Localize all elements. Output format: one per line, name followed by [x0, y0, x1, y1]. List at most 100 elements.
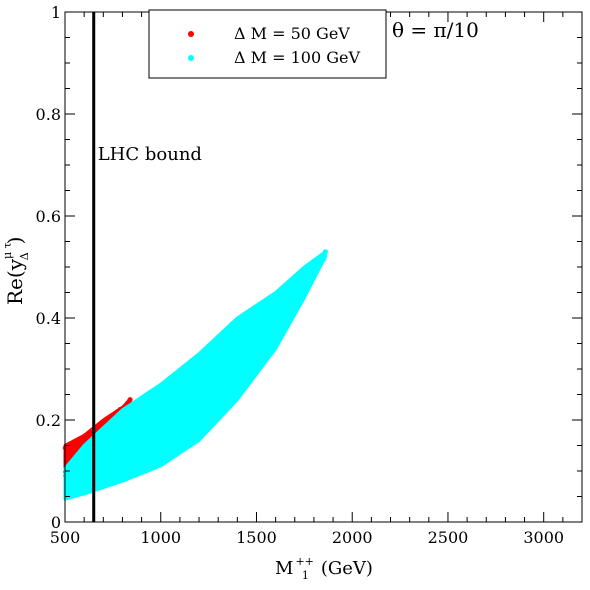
x-axis-label-unit: (GeV): [321, 558, 373, 579]
ticks-layer: 500 1000 1500 2000 2500 3000 0 0.2 0.4 0.6 0.8 1: [36, 3, 583, 547]
series-point-1-64: [182, 422, 187, 427]
series-point-1-36: [77, 491, 82, 496]
series-point-1-72: [287, 313, 293, 319]
series-point-1-7: [149, 410, 154, 416]
series-point-1-95: [290, 289, 295, 295]
series-point-1-71: [248, 356, 253, 361]
y-tick-label-1: 0.2: [36, 411, 61, 430]
x-tick-label-3: 2000: [332, 528, 373, 547]
series-point-1-122: [254, 336, 259, 341]
series-point-1-17: [298, 299, 304, 305]
series-point-0-157: [82, 434, 88, 440]
series-point-1-24: [252, 310, 257, 316]
series-point-1-103: [134, 450, 139, 456]
series-point-1-84: [197, 404, 202, 409]
series-point-1-126: [283, 297, 288, 302]
y-tick-label-2: 0.4: [36, 309, 61, 328]
x-tick-label-1: 1000: [140, 528, 181, 547]
x-axis-label: M ++ 1 (GeV): [275, 555, 373, 582]
series-tip-0: [127, 397, 133, 403]
series-point-1-13: [121, 436, 126, 442]
series-point-1-146: [183, 376, 188, 382]
series-point-1-134: [114, 464, 119, 469]
series-point-1-19: [269, 313, 274, 318]
series-point-1-155: [225, 345, 230, 350]
series-point-1-90: [145, 422, 150, 427]
series-point-1-113: [321, 256, 327, 262]
y-tick-label-0: 0: [51, 513, 61, 532]
x-axis-label-main: M: [275, 558, 293, 579]
series-point-1-150: [70, 463, 75, 468]
y-axis-label-close: ): [3, 237, 27, 245]
series-point-1-4: [225, 405, 231, 411]
series-point-1-69: [260, 300, 266, 305]
series-point-1-127: [210, 405, 215, 410]
series-point-1-137: [266, 304, 271, 310]
series-point-1-135: [179, 413, 184, 418]
series-point-1-82: [182, 415, 187, 420]
series-point-1-1: [107, 469, 113, 474]
series-point-1-31: [311, 271, 317, 276]
x-tick-label-0: 500: [50, 528, 81, 547]
series-point-1-111: [294, 286, 300, 292]
series-point-1-140: [145, 446, 150, 451]
series-point-1-85: [192, 419, 198, 425]
legend-label-dm50: Δ M = 50 GeV: [234, 24, 350, 43]
series-point-1-56: [167, 382, 172, 387]
series-point-1-76: [73, 484, 79, 489]
series-point-1-63: [274, 326, 280, 332]
series-point-1-51: [114, 437, 120, 442]
series-point-1-154: [260, 343, 266, 348]
legend-marker-dm100: [188, 55, 194, 61]
series-point-0-99: [67, 447, 73, 453]
series-point-1-21: [302, 279, 307, 285]
series-point-1-78: [213, 352, 218, 357]
y-tick-label-3: 0.6: [36, 207, 61, 226]
series-point-1-92: [211, 408, 216, 414]
series-point-1-97: [166, 448, 171, 453]
series-point-1-144: [175, 400, 180, 405]
series-point-1-118: [265, 346, 270, 351]
series-point-1-145: [296, 271, 302, 277]
y-tick-label-4: 0.8: [36, 105, 61, 124]
legend-marker-dm50: [188, 31, 194, 37]
series-point-1-121: [142, 467, 148, 473]
series-point-1-29: [82, 478, 88, 484]
series-point-1-141: [81, 473, 87, 479]
series-point-1-14: [128, 459, 133, 464]
series-point-1-106: [221, 364, 226, 369]
series-point-1-129: [177, 449, 182, 454]
series-point-1-79: [226, 336, 231, 341]
series-point-1-96: [164, 431, 169, 436]
series-point-1-86: [245, 325, 251, 330]
y-axis-label: Re(yμ τ Δ): [1, 237, 31, 306]
series-point-1-83: [202, 367, 208, 372]
series-point-1-132: [256, 305, 262, 311]
legend-box: [148, 9, 387, 79]
series-point-1-26: [250, 366, 255, 371]
series-point-1-158: [311, 276, 316, 281]
series-point-1-47: [204, 396, 210, 402]
x-axis-label-sub: 1: [302, 569, 309, 582]
x-tick-label-2: 1500: [236, 528, 277, 547]
series-point-1-159: [109, 479, 115, 485]
series-point-1-5: [274, 312, 279, 317]
y-axis-label-sub: Δ: [18, 252, 31, 260]
series-point-1-6: [258, 357, 263, 363]
series-point-1-52: [95, 484, 100, 489]
series-point-0-117: [72, 440, 78, 445]
series-point-1-98: [103, 481, 108, 486]
series-point-1-50: [155, 437, 160, 442]
series-point-0-127: [78, 437, 83, 442]
series-point-1-133: [211, 369, 216, 375]
series-point-1-152: [236, 377, 241, 383]
series-point-1-123: [222, 352, 228, 358]
series-point-1-153: [133, 463, 139, 468]
series-point-1-77: [113, 479, 119, 484]
series-layer: [62, 249, 328, 501]
series-point-1-30: [307, 263, 313, 269]
series-point-1-35: [188, 424, 193, 430]
legend: Δ M = 50 GeV Δ M = 100 GeV: [148, 9, 387, 79]
legend-label-dm100: Δ M = 100 GeV: [234, 48, 360, 67]
series-point-1-115: [285, 283, 291, 289]
